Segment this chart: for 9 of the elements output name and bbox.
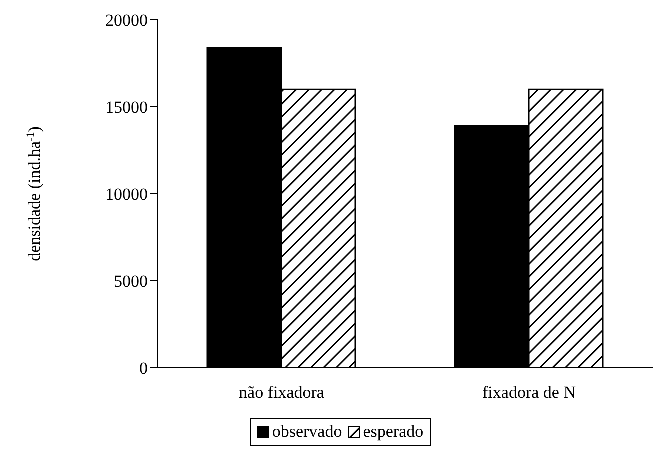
x-tick-label: fixadora de N: [482, 383, 576, 402]
y-tick-label: 15000: [106, 98, 148, 118]
y-tick-label: 10000: [106, 185, 148, 204]
legend-label: esperado: [362, 422, 424, 442]
legend-label: observado: [271, 422, 342, 442]
y-tick-label: 0: [140, 359, 148, 378]
x-tick-label: não fixadora: [239, 383, 325, 402]
y-tick-label: 20000: [106, 11, 148, 30]
y-tick-label: 5000: [114, 272, 148, 292]
